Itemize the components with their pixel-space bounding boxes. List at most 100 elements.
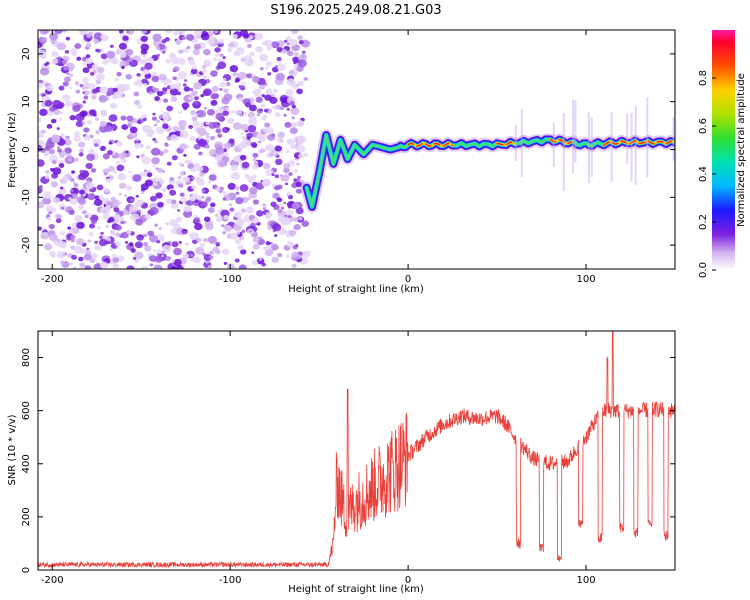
noise-speck bbox=[265, 61, 273, 67]
noise-speck bbox=[215, 243, 220, 247]
noise-speck bbox=[232, 34, 238, 39]
noise-speck bbox=[85, 54, 91, 59]
noise-speck bbox=[215, 146, 225, 155]
noise-speck bbox=[291, 263, 297, 268]
noise-speck bbox=[201, 69, 208, 74]
noise-speck bbox=[274, 112, 281, 118]
noise-speck bbox=[136, 234, 144, 241]
noise-speck bbox=[263, 162, 271, 170]
noise-speck bbox=[110, 230, 117, 236]
noise-speck bbox=[81, 121, 86, 125]
noise-speck bbox=[261, 103, 266, 108]
noise-speck bbox=[45, 170, 50, 174]
noise-speck bbox=[234, 186, 240, 191]
noise-speck bbox=[43, 243, 53, 251]
noise-speck bbox=[295, 188, 302, 194]
noise-speck bbox=[90, 253, 98, 259]
noise-speck bbox=[108, 141, 113, 145]
noise-speck bbox=[153, 123, 158, 127]
noise-speck bbox=[111, 58, 119, 65]
noise-speck bbox=[166, 79, 173, 85]
noise-speck bbox=[273, 107, 278, 110]
noise-speck bbox=[222, 110, 229, 116]
noise-speck bbox=[277, 131, 285, 138]
noise-speck bbox=[234, 238, 242, 245]
noise-speck bbox=[98, 95, 108, 103]
noise-speck bbox=[115, 141, 123, 147]
noise-speck bbox=[38, 93, 41, 97]
noise-speck bbox=[49, 167, 55, 172]
noise-speck bbox=[104, 124, 113, 132]
noise-speck bbox=[152, 249, 157, 252]
noise-speck bbox=[298, 53, 308, 62]
noise-speck bbox=[58, 163, 65, 168]
noise-speck bbox=[67, 158, 72, 162]
noise-speck bbox=[173, 258, 182, 266]
noise-speck bbox=[171, 155, 178, 161]
noise-speck bbox=[237, 244, 245, 251]
noise-speck bbox=[158, 226, 163, 230]
noise-speck bbox=[68, 197, 73, 201]
y-tick-label: 10 bbox=[21, 95, 32, 108]
noise-speck bbox=[152, 112, 156, 116]
noise-speck bbox=[140, 30, 147, 34]
noise-speck bbox=[186, 45, 191, 50]
noise-speck bbox=[182, 176, 191, 183]
noise-speck bbox=[105, 224, 109, 228]
noise-speck bbox=[93, 113, 97, 117]
noise-speck bbox=[114, 77, 119, 82]
noise-speck bbox=[189, 195, 197, 202]
noise-speck bbox=[66, 72, 70, 75]
noise-speck bbox=[151, 75, 160, 83]
noise-speck bbox=[100, 110, 108, 117]
noise-speck bbox=[276, 197, 283, 203]
noise-speck bbox=[60, 186, 64, 190]
noise-speck bbox=[119, 61, 127, 68]
noise-speck bbox=[215, 214, 219, 217]
noise-speck bbox=[133, 91, 140, 97]
noise-speck bbox=[142, 68, 150, 75]
noise-speck bbox=[195, 246, 205, 255]
noise-speck bbox=[203, 107, 207, 110]
noise-speck bbox=[155, 126, 165, 135]
noise-speck bbox=[199, 243, 205, 248]
noise-speck bbox=[161, 50, 166, 54]
noise-speck bbox=[60, 132, 65, 137]
noise-speck bbox=[157, 201, 164, 208]
noise-speck bbox=[293, 224, 301, 231]
noise-speck bbox=[97, 145, 102, 149]
noise-speck bbox=[298, 40, 304, 45]
noise-speck bbox=[123, 221, 127, 224]
noise-speck bbox=[251, 163, 259, 170]
noise-speck bbox=[84, 211, 90, 216]
noise-speck bbox=[154, 140, 158, 144]
noise-speck bbox=[135, 218, 144, 226]
noise-speck bbox=[225, 82, 231, 87]
y-tick-label: 800 bbox=[21, 348, 32, 367]
noise-speck bbox=[241, 82, 246, 86]
noise-speck bbox=[68, 229, 73, 234]
noise-speck bbox=[149, 91, 154, 95]
noise-speck bbox=[115, 83, 125, 91]
noise-speck bbox=[86, 120, 92, 125]
noise-speck bbox=[74, 43, 82, 49]
noise-speck bbox=[70, 48, 78, 55]
noise-speck bbox=[87, 193, 96, 201]
noise-speck bbox=[153, 176, 158, 181]
noise-speck bbox=[118, 192, 122, 196]
noise-speck bbox=[295, 145, 306, 154]
noise-speck bbox=[121, 65, 125, 69]
noise-speck bbox=[76, 221, 85, 230]
noise-speck bbox=[271, 244, 279, 251]
noise-speck bbox=[60, 177, 69, 184]
noise-speck bbox=[188, 59, 196, 66]
noise-speck bbox=[287, 215, 292, 219]
noise-speck bbox=[231, 110, 235, 114]
noise-speck bbox=[222, 191, 228, 196]
noise-speck bbox=[172, 66, 180, 72]
noise-speck bbox=[126, 265, 135, 269]
noise-speck bbox=[136, 72, 141, 77]
noise-speck bbox=[269, 152, 274, 157]
noise-speck bbox=[174, 136, 179, 141]
noise-speck bbox=[189, 232, 199, 240]
